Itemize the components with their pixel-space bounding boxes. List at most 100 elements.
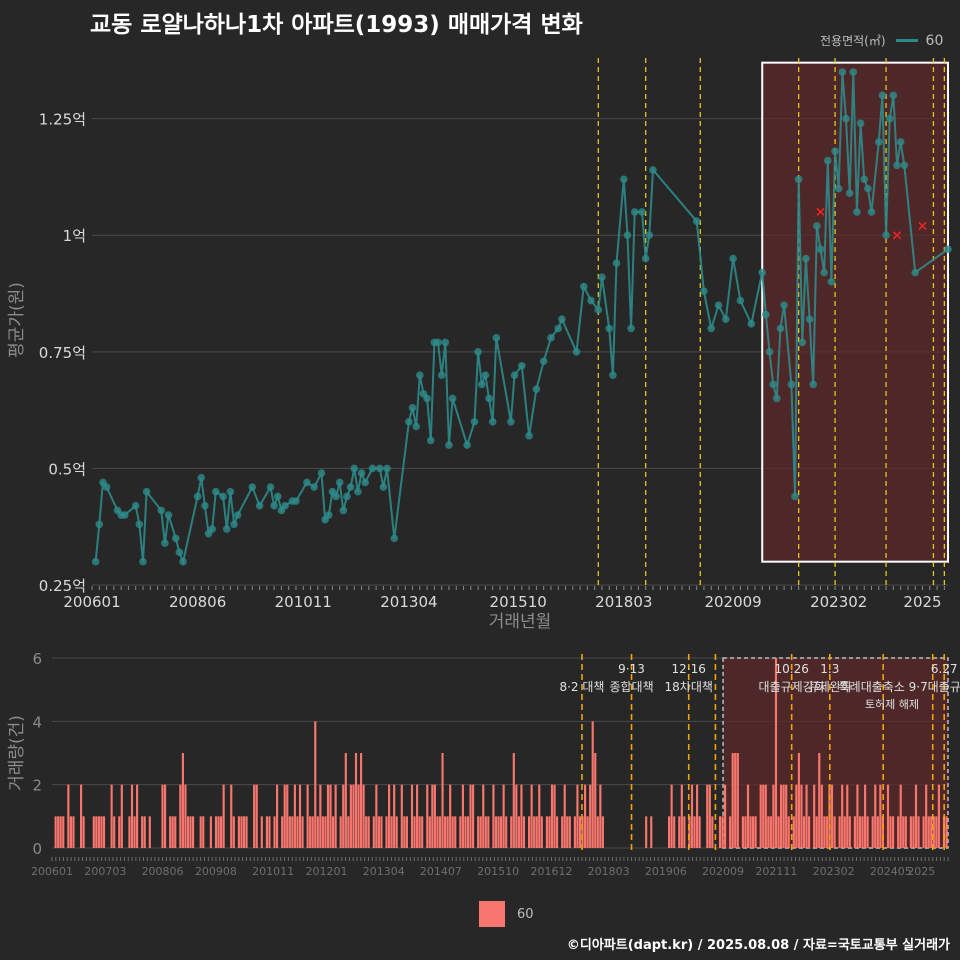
volume-bar xyxy=(909,816,912,848)
price-point xyxy=(437,371,446,379)
volume-bar xyxy=(464,816,467,848)
price-point xyxy=(882,231,890,240)
volume-bar xyxy=(390,816,393,848)
price-point xyxy=(139,557,147,566)
price-point xyxy=(692,217,701,226)
price-point xyxy=(510,371,519,379)
volume-bar xyxy=(288,816,291,848)
volume-bar xyxy=(309,816,312,848)
volume-bar xyxy=(232,816,235,848)
price-point xyxy=(339,506,348,515)
page-title: 교동 로얄나하나1차 아파트(1993) 매매가격 변화 xyxy=(90,12,583,38)
legend-top-item: 60 xyxy=(925,32,944,49)
volume-bar xyxy=(161,784,164,848)
volume-bar xyxy=(477,816,480,848)
price-point xyxy=(463,441,471,449)
volume-bar xyxy=(354,753,358,848)
volume-bar xyxy=(767,816,770,848)
price-point xyxy=(896,138,905,146)
volume-bar xyxy=(332,816,335,848)
volume-bar xyxy=(426,784,429,848)
volume-policy-date: 6.27 xyxy=(931,662,958,676)
volume-bar xyxy=(418,816,421,848)
volume-bar xyxy=(286,784,289,848)
volume-x-tick-label: 201510 xyxy=(477,865,519,878)
volume-bar xyxy=(319,784,322,848)
price-point xyxy=(357,469,366,477)
volume-bar xyxy=(808,816,811,848)
volume-bar xyxy=(538,784,541,848)
volume-bar xyxy=(889,816,892,848)
volume-bar xyxy=(591,721,594,848)
volume-bar xyxy=(487,816,490,848)
volume-bar xyxy=(367,816,370,848)
price-point xyxy=(171,534,180,543)
volume-bar xyxy=(556,816,559,848)
price-point xyxy=(889,91,898,100)
volume-bar xyxy=(482,784,485,848)
volume-bar xyxy=(930,816,933,848)
volume-bar xyxy=(321,816,324,848)
volume-policy-note: 토허제 해제 xyxy=(865,697,919,711)
price-point xyxy=(623,231,632,240)
volume-bar xyxy=(520,784,523,848)
price-recent-mark xyxy=(918,221,927,230)
volume-bar xyxy=(199,816,202,848)
price-point xyxy=(255,501,264,510)
price-point xyxy=(834,184,843,193)
volume-bar xyxy=(762,784,765,848)
price-point xyxy=(649,166,657,174)
volume-bar xyxy=(240,816,243,848)
volume-policy-name: 18차대책 xyxy=(665,679,713,694)
volume-bar xyxy=(416,784,419,848)
volume-bar xyxy=(472,784,475,848)
volume-x-tick-label: 201201 xyxy=(306,865,348,878)
volume-bar xyxy=(945,816,948,848)
price-point xyxy=(729,254,737,263)
volume-bar xyxy=(568,816,571,848)
volume-bar xyxy=(731,753,734,848)
price-point xyxy=(773,394,781,403)
volume-bar xyxy=(578,816,582,848)
volume-bar xyxy=(393,784,396,848)
volume-bar xyxy=(785,784,788,848)
price-point xyxy=(707,324,716,333)
price-point xyxy=(944,245,952,254)
volume-bar xyxy=(550,784,554,848)
price-point xyxy=(95,520,104,529)
price-x-tick-label: 201803 xyxy=(595,593,652,611)
volume-policy-name: 규제완화 xyxy=(808,680,852,694)
price-point xyxy=(554,324,563,333)
volume-x-tick-label: 202302 xyxy=(813,865,855,878)
volume-bar xyxy=(255,784,258,848)
price-point xyxy=(335,478,344,487)
volume-bar xyxy=(545,816,548,848)
price-x-ticks: 200601 200806 201011 201304 201510 201803 2020… xyxy=(63,586,945,611)
legend-bottom: 60 xyxy=(479,901,534,927)
price-point xyxy=(346,483,355,491)
volume-x-tick-label: 2025 xyxy=(907,865,935,878)
volume-bar xyxy=(484,816,487,848)
volume-bar xyxy=(678,816,681,848)
volume-bar xyxy=(696,784,699,848)
volume-bar xyxy=(792,816,795,848)
volume-bar xyxy=(530,784,533,848)
volume-bar xyxy=(820,784,823,848)
price-point xyxy=(805,315,814,323)
volume-bar xyxy=(265,816,268,848)
price-point xyxy=(197,473,206,482)
price-point xyxy=(579,282,588,291)
price-point xyxy=(823,156,832,165)
volume-bar xyxy=(917,816,920,848)
price-point xyxy=(630,208,639,216)
volume-bar xyxy=(510,816,513,848)
volume-bar xyxy=(500,816,503,848)
volume-bar xyxy=(377,816,380,848)
volume-bars xyxy=(54,658,948,848)
volume-bar xyxy=(242,816,246,848)
volume-bar xyxy=(118,816,121,848)
volume-bar xyxy=(67,784,70,848)
price-point xyxy=(609,371,617,379)
price-point xyxy=(645,231,654,240)
volume-bar xyxy=(54,816,57,848)
